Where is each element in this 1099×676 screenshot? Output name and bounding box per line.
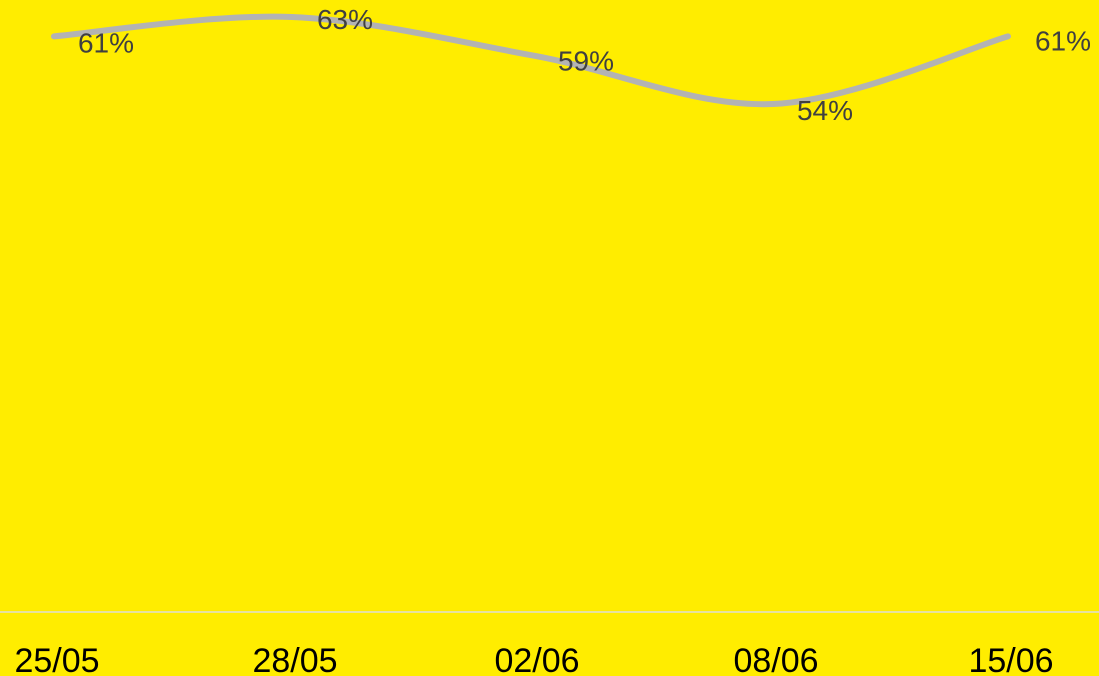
- x-tick-label-02-06: 02/06: [494, 642, 579, 676]
- data-label-25-05: 61%: [78, 27, 134, 58]
- data-label-08-06: 54%: [797, 95, 853, 126]
- series-line: [51, 13, 1011, 108]
- x-tick-label-28-05: 28/05: [252, 642, 337, 676]
- data-label-28-05: 63%: [317, 4, 373, 35]
- data-labels: 61% 63% 59% 54% 61%: [78, 4, 1091, 126]
- data-label-02-06: 59%: [558, 46, 614, 77]
- x-tick-label-15-06: 15/06: [968, 642, 1053, 676]
- x-tick-label-25-05: 25/05: [14, 642, 99, 676]
- x-tick-labels: 25/05 28/05 02/06 08/06 15/06: [14, 642, 1053, 676]
- x-tick-label-08-06: 08/06: [733, 642, 818, 676]
- data-label-15-06: 61%: [1035, 25, 1091, 56]
